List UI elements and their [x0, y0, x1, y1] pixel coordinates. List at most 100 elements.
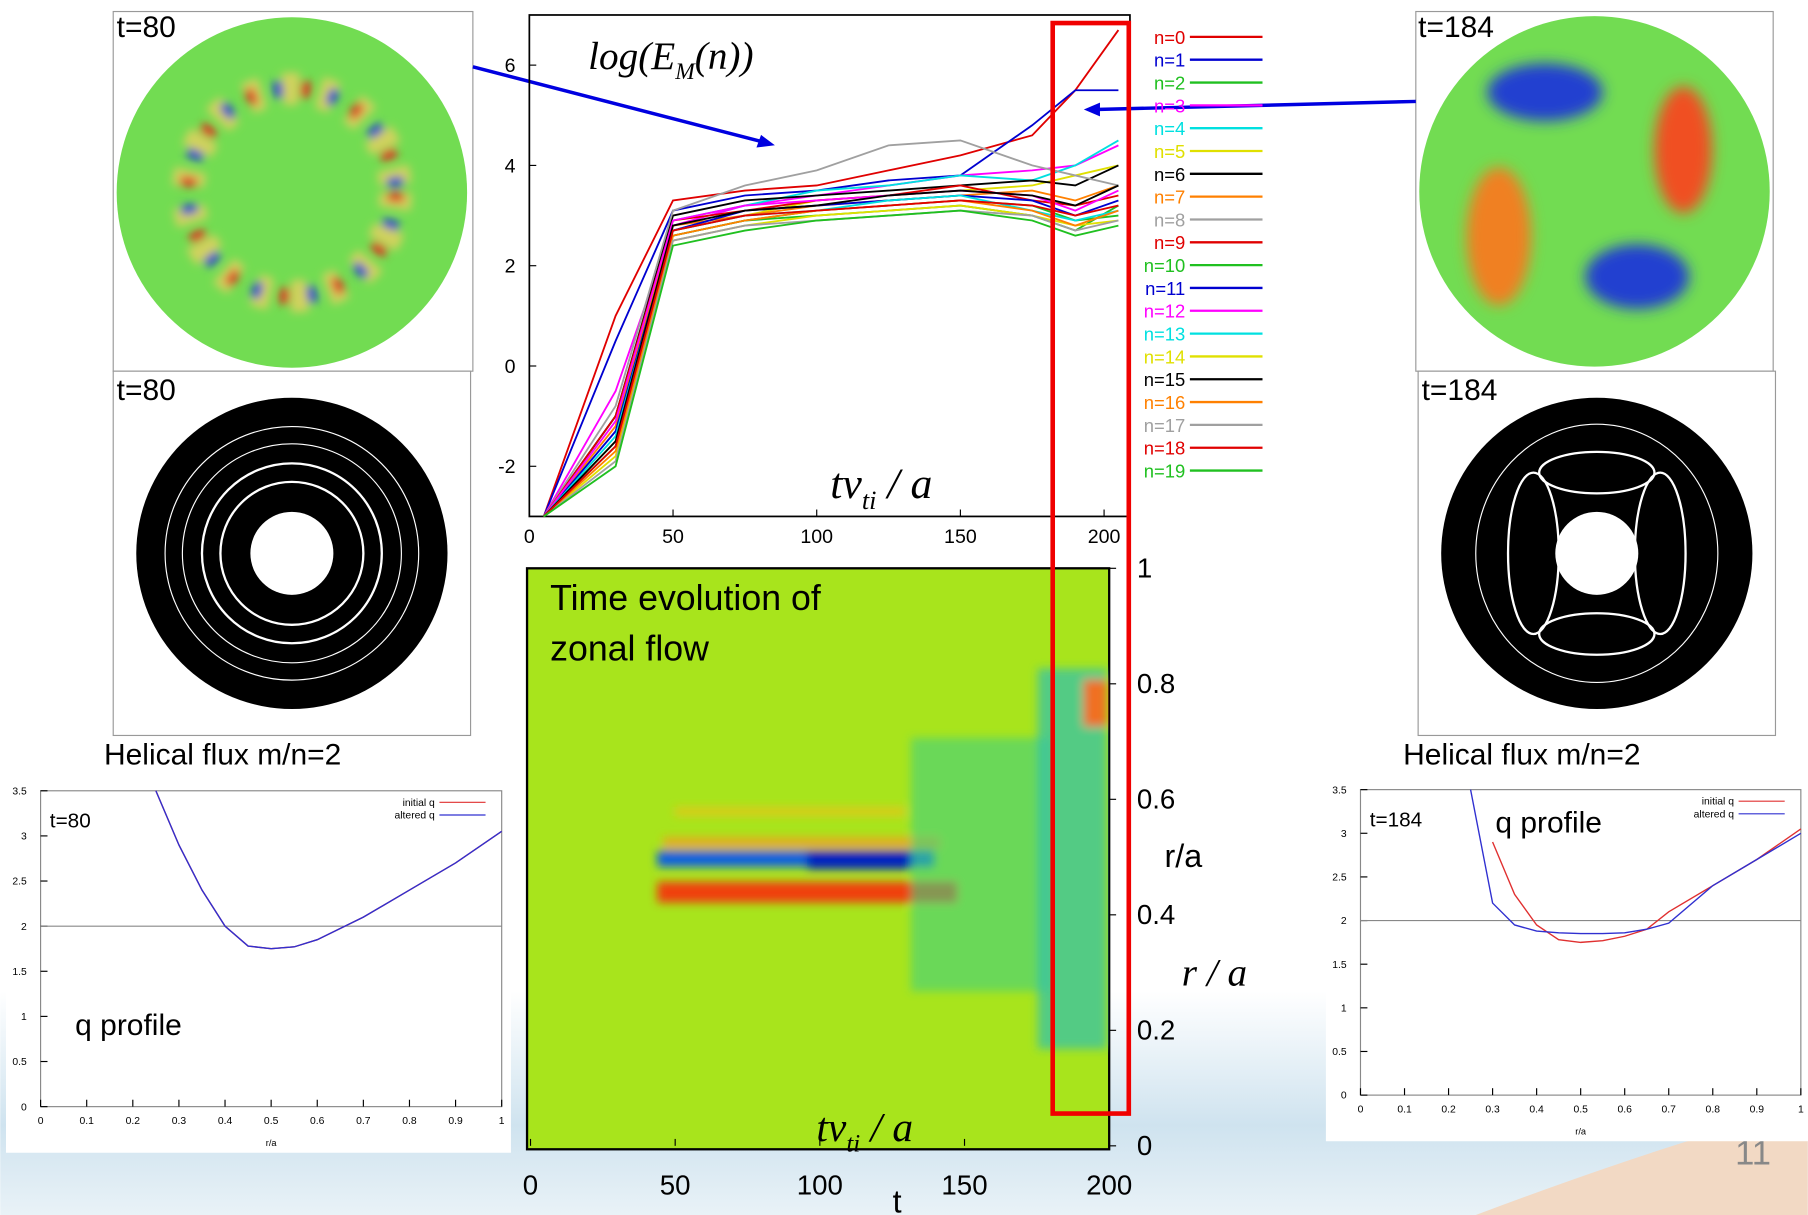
text-part: M: [674, 59, 696, 85]
legend-label: n=9: [1154, 232, 1185, 253]
y-tick-label: 0.6: [1137, 784, 1175, 815]
y-tick-label: 2.5: [1332, 873, 1347, 884]
legend-label: altered q: [1694, 809, 1735, 820]
chart-title: log(EM(n)): [588, 35, 753, 85]
plot-label: t=184: [1370, 809, 1422, 832]
x-tick-label: 150: [944, 526, 977, 548]
y-tick-label: -2: [498, 456, 515, 478]
x-tick-label: 100: [797, 1169, 843, 1200]
panel-label: t=184: [1422, 374, 1498, 407]
legend-label: n=18: [1144, 438, 1186, 459]
x-tick-label: 0.3: [1485, 1104, 1500, 1115]
x-tick-label: 0.1: [1397, 1104, 1412, 1115]
y-tick-label: 1.5: [1332, 960, 1347, 971]
y-tick-label: 6: [505, 55, 516, 77]
legend-label: n=16: [1144, 392, 1186, 413]
legend-label: n=13: [1144, 324, 1186, 345]
y-axis-label: r/a: [1165, 838, 1203, 874]
y-tick-label: 2: [1341, 916, 1347, 927]
x-axis-label: tvti / a: [830, 460, 932, 515]
text-part: (n)): [695, 35, 754, 78]
y-tick-label: 0.2: [1137, 1015, 1175, 1046]
y-tick-label: 2: [505, 256, 516, 278]
text-part: ti: [862, 486, 877, 515]
legend-label: n=17: [1144, 415, 1186, 436]
x-tick-label: 50: [660, 1169, 691, 1200]
plot-label: t=80: [50, 810, 91, 833]
y-tick-label: 2: [21, 922, 27, 933]
y-tick-label: 0.5: [1332, 1047, 1347, 1058]
series-line: [542, 89, 1119, 517]
legend-label: n=1: [1154, 50, 1185, 71]
series-line: [155, 790, 503, 950]
x-tick-label: 0.1: [79, 1116, 94, 1127]
y-tick-label: 0.8: [1137, 668, 1175, 699]
x-tick-label: 100: [800, 526, 833, 548]
x-tick-label: 0.4: [1529, 1104, 1544, 1115]
x-tick-label: 0.2: [1441, 1104, 1456, 1115]
y-tick-label: 0: [505, 356, 516, 378]
heatmap-image: [525, 567, 1111, 1151]
x-axis-label: r/a: [266, 1138, 278, 1148]
y-tick-label: 0.5: [12, 1057, 27, 1068]
legend-label: n=4: [1154, 118, 1185, 139]
highlight-box: [1050, 20, 1132, 1116]
legend-label: n=8: [1154, 209, 1185, 230]
y-tick-label: 1.5: [12, 967, 27, 978]
x-tick-label: 0.4: [218, 1116, 233, 1127]
y-tick-label: 2.5: [12, 877, 27, 888]
caption: Helical flux m/n=2: [104, 738, 341, 771]
x-tick-label: 0.2: [126, 1116, 141, 1127]
text-part: / a: [860, 1104, 913, 1150]
legend-label: initial q: [403, 798, 435, 809]
text-part: ti: [846, 1131, 860, 1158]
series-line: [1469, 789, 1802, 935]
legend-label: n=14: [1144, 346, 1186, 367]
text-part: log(E: [588, 35, 675, 78]
image-flux-left: [112, 370, 472, 737]
text-part: / a: [876, 460, 932, 508]
x-tick-label: 1: [499, 1116, 505, 1127]
x-tick-label: 0: [38, 1116, 44, 1127]
y-tick-label: 0: [21, 1102, 27, 1113]
legend-label: n=12: [1144, 301, 1186, 322]
legend-label: n=15: [1144, 369, 1186, 390]
panel-label: t=80: [117, 374, 176, 407]
text-part: tv: [816, 1104, 847, 1150]
y-tick-label: 0: [1341, 1091, 1347, 1102]
plot-annotation: q profile: [1495, 806, 1602, 839]
caption: Helical flux m/n=2: [1403, 738, 1640, 771]
plot-frame: [1359, 789, 1802, 1096]
series-line: [542, 29, 1120, 517]
x-tick-label: 0.6: [310, 1116, 325, 1127]
x-axis-math-label: tvti / a: [816, 1104, 913, 1157]
x-tick-label: 0: [523, 1169, 538, 1200]
x-tick-label: 0.9: [448, 1116, 463, 1127]
x-tick-label: 0.8: [1706, 1104, 1721, 1115]
legend-label: n=7: [1154, 187, 1185, 208]
legend-label: n=6: [1154, 164, 1185, 185]
y-axis-math-label: r / a: [1182, 952, 1247, 995]
plot-background: [1325, 782, 1808, 1142]
image-flux-right: [1417, 370, 1777, 737]
y-tick-label: 1: [1137, 553, 1152, 584]
plot-background: [6, 783, 511, 1153]
panel-label: t=80: [117, 11, 176, 44]
plot-annotation: Time evolution of: [550, 578, 821, 618]
x-tick-label: 0.7: [1662, 1104, 1677, 1115]
legend-label: n=5: [1154, 141, 1185, 162]
plot-annotation: q profile: [75, 1009, 182, 1042]
x-tick-label: 0.9: [1750, 1104, 1765, 1115]
x-tick-label: 0.5: [1573, 1104, 1588, 1115]
y-tick-label: 1: [1341, 1003, 1347, 1014]
y-tick-label: 1: [21, 1012, 27, 1023]
y-tick-label: 0.4: [1137, 899, 1175, 930]
x-tick-label: 0.6: [1617, 1104, 1632, 1115]
x-tick-label: 200: [1088, 526, 1121, 548]
legend-label: n=11: [1145, 278, 1185, 299]
y-tick-label: 4: [505, 155, 516, 177]
image-contour-right: [1415, 10, 1774, 372]
x-axis-label: r/a: [1575, 1126, 1587, 1136]
